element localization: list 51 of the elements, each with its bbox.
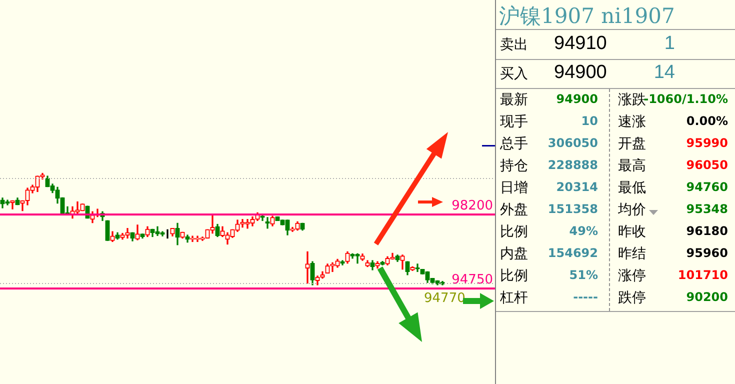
text: 速涨: [618, 113, 646, 131]
text: 0.00%: [686, 114, 728, 128]
text: 96050: [686, 158, 728, 172]
text: 228888: [548, 158, 598, 172]
text: 94760: [686, 180, 728, 194]
text: 内盘: [500, 245, 528, 263]
text: 90200: [686, 290, 728, 304]
text: 94900: [554, 62, 607, 84]
text: 涨跌: [618, 91, 646, 109]
text: 买入: [500, 65, 528, 83]
text: 现手: [500, 113, 528, 131]
text: 日增: [500, 179, 528, 197]
ref-line-label: 98200: [452, 198, 493, 214]
text: 均价: [618, 201, 646, 219]
text: 306050: [548, 136, 598, 150]
text: 杠杆: [500, 289, 528, 307]
text: 101710: [678, 268, 728, 282]
text: 沪镍1907 ni1907: [499, 3, 675, 30]
text: 昨收: [618, 223, 646, 241]
text: 10: [581, 114, 598, 128]
text: 94900: [556, 92, 598, 106]
text: 151358: [548, 202, 598, 216]
text: 最低: [618, 179, 646, 197]
text: 最新: [500, 91, 528, 109]
text: 154692: [548, 246, 598, 260]
text: 持仓: [500, 157, 528, 175]
text: 涨停: [618, 267, 646, 285]
text: 跌停: [618, 289, 646, 307]
text: 49%: [569, 224, 598, 238]
text: 95990: [686, 136, 728, 150]
text: 1: [664, 33, 675, 55]
annotation: 94770: [424, 290, 466, 306]
text: 95960: [686, 246, 728, 260]
text: 比例: [500, 267, 528, 285]
text: 14: [654, 62, 675, 84]
ref-line-label: 94750: [452, 272, 493, 288]
text: 外盘: [500, 201, 528, 219]
text: 96180: [686, 224, 728, 238]
text: 94910: [554, 33, 607, 55]
text: 比例: [500, 223, 528, 241]
text: 昨结: [618, 245, 646, 263]
text: 总手: [500, 135, 528, 153]
text: 开盘: [618, 135, 646, 153]
text: 卖出: [500, 36, 528, 54]
text: 51%: [569, 268, 598, 282]
text: 20314: [556, 180, 598, 194]
text: 95348: [686, 202, 728, 216]
candlestick: [305, 251, 310, 284]
candlestick: [265, 217, 270, 229]
text: -----: [573, 290, 598, 304]
text: 最高: [618, 157, 646, 175]
